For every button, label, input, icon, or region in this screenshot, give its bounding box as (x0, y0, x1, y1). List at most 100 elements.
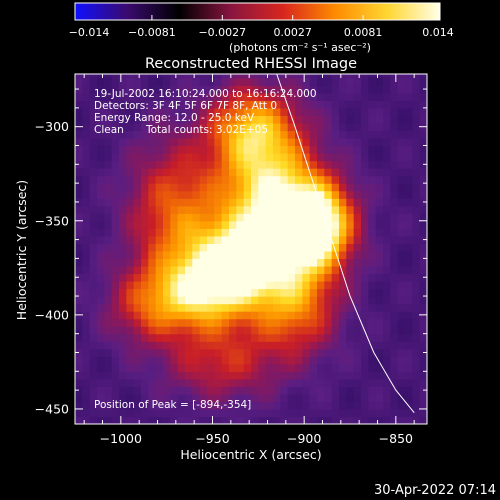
heatmap-cell (331, 371, 340, 380)
heatmap-cell (82, 363, 91, 372)
heatmap-cell (309, 198, 318, 207)
heatmap-cell (317, 183, 325, 192)
heatmap-cell (97, 137, 105, 147)
heatmap-cell (119, 333, 127, 342)
heatmap-cell (295, 85, 303, 94)
heatmap-cell (170, 273, 179, 282)
heatmap-cell (207, 280, 215, 290)
heatmap-cell (302, 288, 311, 297)
heatmap-cell (133, 348, 142, 357)
heatmap-cell (243, 318, 252, 327)
heatmap-cell (361, 190, 369, 199)
heatmap-cell (412, 122, 421, 132)
heatmap-cell (185, 205, 193, 214)
heatmap-cell (339, 74, 347, 79)
heatmap-cell (265, 363, 274, 372)
heatmap-cell (361, 386, 369, 395)
heatmap-cell (170, 341, 179, 350)
heatmap-cell (287, 168, 296, 177)
heatmap-cell (75, 326, 83, 335)
heatmap-cell (148, 122, 157, 132)
heatmap-cell (405, 416, 413, 424)
heatmap-cell (280, 198, 289, 207)
heatmap-cell (405, 100, 413, 109)
heatmap-cell (251, 145, 259, 154)
heatmap-cell (141, 160, 149, 169)
heatmap-cell (214, 220, 223, 229)
heatmap-cell (324, 153, 333, 162)
colorbar-units-label: (photons cm⁻² s⁻¹ asec⁻²) (229, 41, 371, 54)
heatmap-cell (280, 371, 289, 380)
heatmap-cell (397, 356, 406, 365)
heatmap-cell (221, 198, 230, 207)
heatmap-cell (251, 303, 259, 312)
heatmap-cell (258, 326, 267, 335)
heatmap-cell (251, 341, 259, 350)
heatmap-cell (163, 137, 171, 147)
heatmap-cell (287, 401, 296, 410)
heatmap-cell (295, 130, 303, 139)
heatmap-cell (207, 190, 215, 199)
heatmap-cell (265, 205, 274, 214)
heatmap-cell (361, 160, 369, 169)
heatmap-cell (361, 303, 369, 312)
heatmap-cell (361, 378, 369, 387)
heatmap-cell (419, 115, 427, 124)
heatmap-cell (251, 153, 259, 162)
heatmap-cell (97, 273, 105, 282)
heatmap-cell (170, 296, 179, 305)
heatmap-cell (97, 235, 105, 244)
heatmap-cell (397, 145, 406, 154)
heatmap-cell (155, 153, 164, 162)
heatmap-cell (390, 356, 399, 365)
heatmap-cell (236, 393, 245, 403)
heatmap-cell (273, 190, 281, 199)
heatmap-cell (214, 130, 223, 139)
heatmap-cell (163, 280, 171, 290)
heatmap-cell (148, 250, 157, 260)
heatmap-cell (207, 311, 215, 320)
heatmap-cell (141, 288, 149, 297)
heatmap-cell (104, 280, 113, 290)
heatmap-cell (375, 386, 384, 395)
heatmap-cell (185, 130, 193, 139)
heatmap-cell (324, 92, 333, 101)
heatmap-cell (207, 153, 215, 162)
heatmap-cell (89, 378, 98, 387)
heatmap-cell (199, 296, 208, 305)
heatmap-cell (192, 416, 201, 424)
heatmap-cell (353, 348, 362, 357)
heatmap-cell (170, 318, 179, 327)
heatmap-cell (258, 265, 267, 275)
heatmap-cell (383, 401, 391, 410)
heatmap-cell (192, 145, 201, 154)
heatmap-cell (163, 378, 171, 387)
heatmap-cell (390, 265, 399, 275)
heatmap-cell (368, 273, 377, 282)
heatmap-cell (221, 85, 230, 94)
heatmap-cell (75, 371, 83, 380)
heatmap-cell (412, 311, 421, 320)
heatmap-cell (339, 303, 347, 312)
heatmap-cell (405, 288, 413, 297)
heatmap-cell (361, 122, 369, 132)
heatmap-cell (111, 130, 120, 139)
heatmap-cell (214, 122, 223, 132)
heatmap-cell (346, 235, 355, 244)
heatmap-cell (75, 77, 83, 86)
heatmap-cell (133, 100, 142, 109)
heatmap-cell (405, 258, 413, 267)
heatmap-cell (155, 393, 164, 403)
heatmap-cell (339, 386, 347, 395)
heatmap-cell (229, 401, 237, 410)
heatmap-cell (214, 296, 223, 305)
heatmap-cell (133, 401, 142, 410)
heatmap-cell (89, 107, 98, 116)
heatmap-cell (97, 393, 105, 403)
heatmap-cell (119, 378, 127, 387)
heatmap-cell (273, 408, 281, 418)
heatmap-cell (97, 190, 105, 199)
heatmap-cell (75, 190, 83, 199)
heatmap-cell (361, 74, 369, 79)
heatmap-cell (97, 74, 105, 79)
